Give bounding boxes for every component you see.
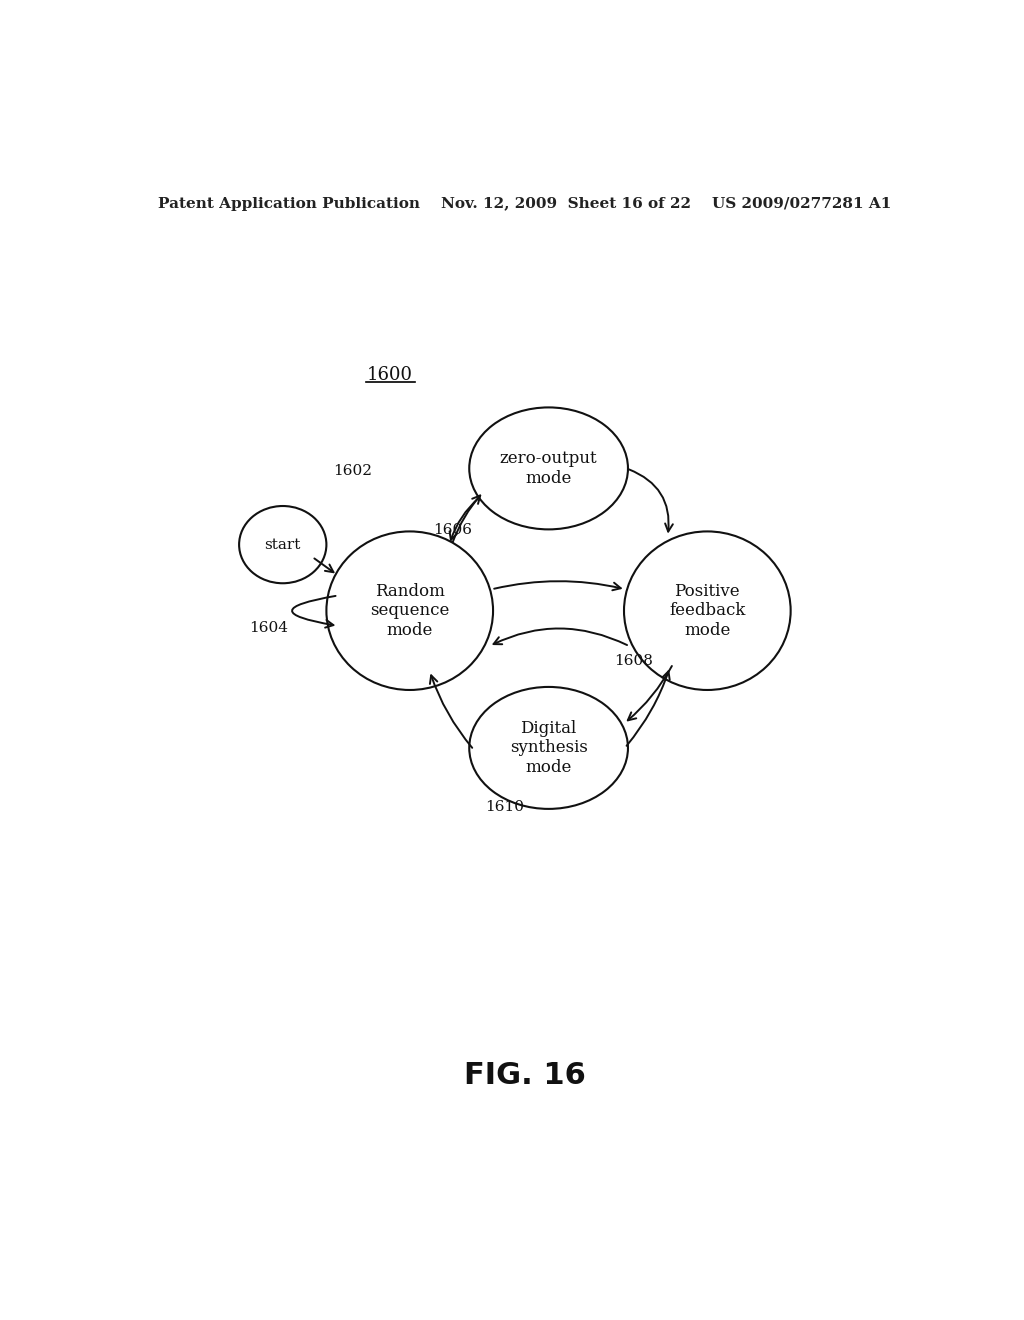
Text: FIG. 16: FIG. 16 xyxy=(464,1061,586,1090)
Text: 1606: 1606 xyxy=(433,524,472,537)
Text: 1600: 1600 xyxy=(367,366,413,384)
Text: start: start xyxy=(264,537,301,552)
Text: 1604: 1604 xyxy=(249,620,288,635)
Text: Patent Application Publication    Nov. 12, 2009  Sheet 16 of 22    US 2009/02772: Patent Application Publication Nov. 12, … xyxy=(158,197,892,211)
Text: Digital
synthesis
mode: Digital synthesis mode xyxy=(510,719,588,776)
Text: Random
sequence
mode: Random sequence mode xyxy=(370,582,450,639)
Text: zero-output
mode: zero-output mode xyxy=(500,450,597,487)
Text: 1602: 1602 xyxy=(333,465,372,478)
Text: 1610: 1610 xyxy=(485,800,524,814)
Text: 1608: 1608 xyxy=(613,653,652,668)
Text: Positive
feedback
mode: Positive feedback mode xyxy=(669,582,745,639)
